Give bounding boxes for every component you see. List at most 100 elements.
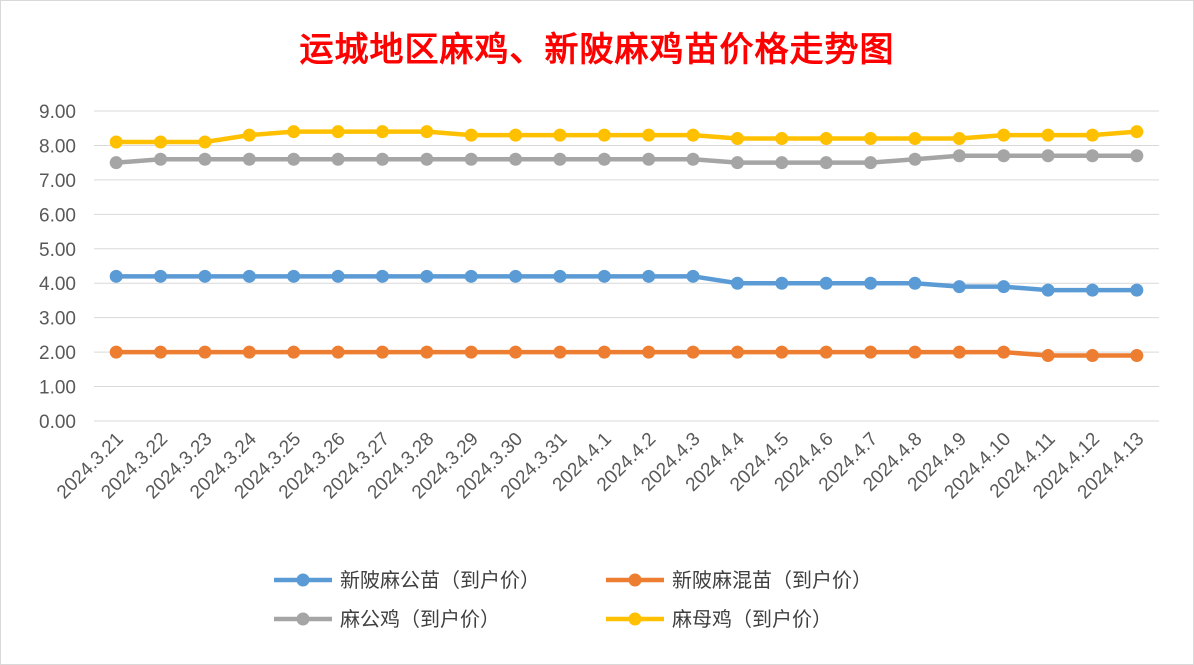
data-point bbox=[1085, 128, 1099, 142]
data-point bbox=[464, 269, 478, 283]
series-line bbox=[116, 129, 1137, 145]
data-point bbox=[287, 152, 301, 166]
y-tick-label: 6.00 bbox=[39, 205, 76, 226]
data-point bbox=[109, 135, 123, 149]
series-lines bbox=[109, 125, 1144, 363]
data-point bbox=[775, 156, 789, 170]
data-point bbox=[1085, 349, 1099, 363]
data-point bbox=[1041, 349, 1055, 363]
data-point bbox=[154, 135, 168, 149]
data-point bbox=[775, 345, 789, 359]
data-point bbox=[109, 269, 123, 283]
series-1 bbox=[109, 345, 1144, 363]
data-point bbox=[198, 269, 212, 283]
data-point bbox=[908, 345, 922, 359]
data-point bbox=[908, 132, 922, 146]
legend-label: 新陂麻混苗（到户价） bbox=[672, 568, 872, 592]
x-axis-ticks: 2024.3.212024.3.222024.3.232024.3.242024… bbox=[53, 428, 1148, 503]
data-point bbox=[1130, 149, 1144, 163]
data-point bbox=[686, 128, 700, 142]
data-point bbox=[997, 128, 1011, 142]
data-point bbox=[730, 345, 744, 359]
legend-label: 新陂麻公苗（到户价） bbox=[340, 568, 540, 592]
data-point bbox=[775, 276, 789, 290]
data-point bbox=[331, 269, 345, 283]
data-point bbox=[553, 128, 567, 142]
data-point bbox=[287, 345, 301, 359]
data-point bbox=[730, 132, 744, 146]
data-point bbox=[864, 132, 878, 146]
y-tick-label: 2.00 bbox=[39, 343, 76, 364]
data-point bbox=[375, 152, 389, 166]
data-point bbox=[331, 125, 345, 139]
data-point bbox=[154, 152, 168, 166]
data-point bbox=[864, 345, 878, 359]
data-point bbox=[509, 128, 523, 142]
data-point bbox=[375, 345, 389, 359]
series-line bbox=[116, 153, 1137, 165]
data-point bbox=[1130, 125, 1144, 139]
chart-title: 运城地区麻鸡、新陂麻鸡苗价格走势图 bbox=[299, 30, 895, 70]
data-point bbox=[242, 345, 256, 359]
data-point bbox=[242, 269, 256, 283]
data-point bbox=[198, 345, 212, 359]
data-point bbox=[952, 345, 966, 359]
legend-marker bbox=[628, 612, 642, 626]
data-point bbox=[242, 152, 256, 166]
legend-item: 麻母鸡（到户价） bbox=[606, 607, 832, 631]
data-point bbox=[642, 269, 656, 283]
data-point bbox=[509, 152, 523, 166]
data-point bbox=[597, 269, 611, 283]
data-point bbox=[1041, 283, 1055, 297]
y-tick-label: 7.00 bbox=[39, 171, 76, 192]
data-point bbox=[597, 345, 611, 359]
data-point bbox=[597, 128, 611, 142]
data-point bbox=[553, 152, 567, 166]
data-point bbox=[553, 345, 567, 359]
y-axis-ticks: 0.00 1.00 2.00 3.00 4.00 5.00 6.00 7.00 8.00 9.00 bbox=[39, 102, 76, 433]
data-point bbox=[952, 280, 966, 294]
data-point bbox=[154, 269, 168, 283]
data-point bbox=[1130, 283, 1144, 297]
data-point bbox=[420, 152, 434, 166]
data-point bbox=[730, 276, 744, 290]
data-point bbox=[642, 128, 656, 142]
series-line bbox=[116, 274, 1137, 293]
data-point bbox=[154, 345, 168, 359]
data-point bbox=[198, 135, 212, 149]
data-point bbox=[287, 269, 301, 283]
data-point bbox=[464, 345, 478, 359]
data-point bbox=[642, 345, 656, 359]
legend-marker bbox=[628, 573, 642, 587]
data-point bbox=[819, 156, 833, 170]
data-point bbox=[775, 132, 789, 146]
legend-item: 新陂麻混苗（到户价） bbox=[606, 568, 872, 592]
data-point bbox=[642, 152, 656, 166]
y-tick-label: 5.00 bbox=[39, 240, 76, 261]
data-point bbox=[1085, 149, 1099, 163]
data-point bbox=[1130, 349, 1144, 363]
data-point bbox=[686, 152, 700, 166]
legend-item: 新陂麻公苗（到户价） bbox=[274, 568, 540, 592]
data-point bbox=[730, 156, 744, 170]
series-line bbox=[116, 349, 1137, 358]
data-point bbox=[686, 269, 700, 283]
data-point bbox=[375, 269, 389, 283]
data-point bbox=[420, 125, 434, 139]
data-point bbox=[420, 269, 434, 283]
data-point bbox=[908, 276, 922, 290]
series-2 bbox=[109, 149, 1144, 170]
y-tick-label: 4.00 bbox=[39, 274, 76, 295]
legend-label: 麻母鸡（到户价） bbox=[672, 607, 832, 631]
y-tick-label: 3.00 bbox=[39, 309, 76, 330]
y-tick-label: 8.00 bbox=[39, 136, 76, 157]
data-point bbox=[819, 132, 833, 146]
legend-label: 麻公鸡（到户价） bbox=[340, 607, 500, 631]
data-point bbox=[509, 345, 523, 359]
data-point bbox=[375, 125, 389, 139]
data-point bbox=[331, 345, 345, 359]
data-point bbox=[420, 345, 434, 359]
data-point bbox=[997, 280, 1011, 294]
data-point bbox=[242, 128, 256, 142]
